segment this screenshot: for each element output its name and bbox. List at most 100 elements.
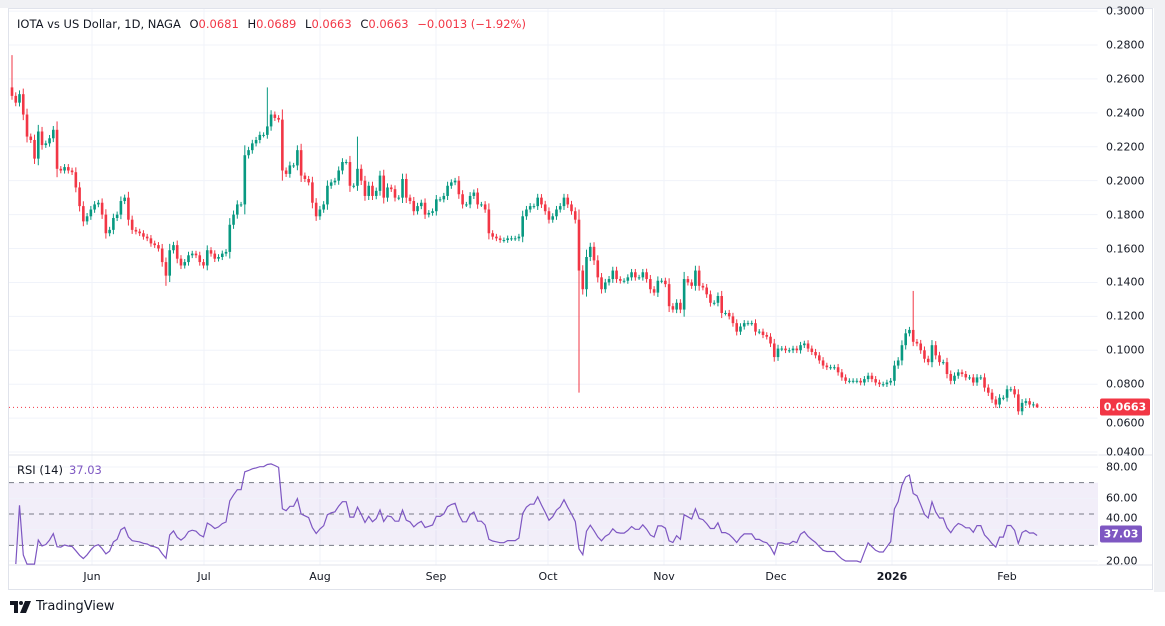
candle: [908, 326, 911, 337]
rsi-tick-label: 80.00: [1106, 460, 1138, 474]
rsi-series: [15, 463, 1038, 565]
candle-body: [923, 350, 926, 359]
candle-body: [408, 197, 412, 202]
candle: [273, 111, 277, 121]
low-value: 0.0663: [311, 17, 352, 31]
candle: [866, 372, 870, 383]
candle: [205, 245, 209, 271]
candle-body: [465, 204, 468, 206]
candle-body: [994, 399, 998, 405]
candle: [971, 374, 975, 386]
time-tick-label: Aug: [309, 570, 331, 583]
candle-body: [885, 382, 889, 385]
candle: [885, 379, 889, 387]
candle-body: [29, 136, 33, 140]
candle-body: [697, 270, 701, 286]
candle-body: [404, 178, 408, 198]
candle: [247, 146, 250, 159]
symbol-title[interactable]: IOTA vs US Dollar, 1D, NAGA: [17, 17, 181, 31]
candle: [243, 145, 247, 215]
candle: [863, 376, 866, 386]
candle-body: [277, 117, 280, 120]
rsi-pane: [9, 466, 1098, 562]
candle-body: [217, 257, 220, 259]
candle-body: [547, 211, 551, 220]
candle-body: [979, 377, 983, 379]
candle-body: [48, 138, 51, 144]
candle: [784, 345, 787, 354]
candle: [40, 126, 44, 150]
candle-body: [100, 202, 104, 215]
candle: [491, 230, 494, 240]
candle-body: [348, 162, 352, 186]
candle: [416, 202, 419, 215]
candle-body: [18, 94, 21, 103]
candle-body: [153, 243, 156, 246]
open-label: O: [189, 17, 199, 31]
candle-body: [840, 372, 844, 378]
candle: [1009, 386, 1013, 392]
candle: [1013, 385, 1016, 398]
candle-body: [821, 360, 825, 366]
candle-body: [513, 238, 517, 240]
candle: [74, 167, 78, 193]
time-tick-label: Dec: [765, 570, 787, 583]
price-tick-label: 0.2400: [1106, 106, 1145, 120]
candle: [983, 373, 986, 392]
tradingview-logo[interactable]: TradingView: [10, 599, 115, 614]
price-tick-label: 0.1000: [1106, 343, 1145, 357]
candle-body: [998, 397, 1001, 405]
candle-body: [93, 204, 96, 210]
candle-body: [750, 323, 754, 325]
candle-body: [190, 253, 194, 256]
candle-body: [374, 190, 378, 196]
candle-body: [889, 380, 892, 383]
candle: [836, 363, 840, 376]
candle-body: [21, 94, 25, 115]
candle-body: [472, 192, 476, 196]
candle: [438, 196, 442, 202]
candle-body: [791, 348, 795, 351]
time-tick-label: Feb: [997, 570, 1017, 583]
candle: [108, 226, 111, 237]
candle: [78, 182, 81, 212]
candle-body: [52, 129, 55, 139]
rsi-title[interactable]: RSI (14): [17, 463, 63, 477]
candle: [363, 175, 367, 201]
candle: [679, 299, 682, 314]
candle: [160, 243, 164, 267]
candle: [521, 210, 524, 243]
rsi-tick-label: 20.00: [1106, 554, 1138, 568]
candle: [202, 259, 205, 269]
candle-body: [739, 326, 742, 332]
candle: [21, 88, 25, 121]
candle-body: [44, 143, 48, 146]
candle-body: [844, 377, 847, 381]
candle-body: [326, 185, 329, 205]
candle-body: [307, 178, 310, 183]
candle: [525, 205, 528, 220]
candle-body: [115, 214, 119, 218]
candle-body: [438, 199, 442, 201]
candle-body: [810, 348, 814, 352]
candle-body: [142, 233, 145, 237]
candle: [577, 209, 581, 393]
candle-body: [896, 360, 900, 366]
candle-body: [956, 372, 960, 376]
candle: [964, 370, 968, 381]
rsi-line: [15, 463, 1038, 565]
candle-body: [558, 206, 562, 210]
candle: [592, 242, 596, 265]
candle-body: [1028, 401, 1031, 405]
candle-body: [990, 392, 994, 400]
candle-body: [915, 341, 919, 344]
candle: [671, 303, 675, 313]
price-tick-label: 0.1200: [1106, 309, 1145, 323]
candle-body: [33, 139, 36, 159]
price-tick-label: 0.1400: [1106, 275, 1145, 289]
candle: [461, 190, 464, 209]
candle-body: [645, 272, 648, 280]
candle-body: [555, 209, 558, 217]
candle: [412, 196, 416, 216]
